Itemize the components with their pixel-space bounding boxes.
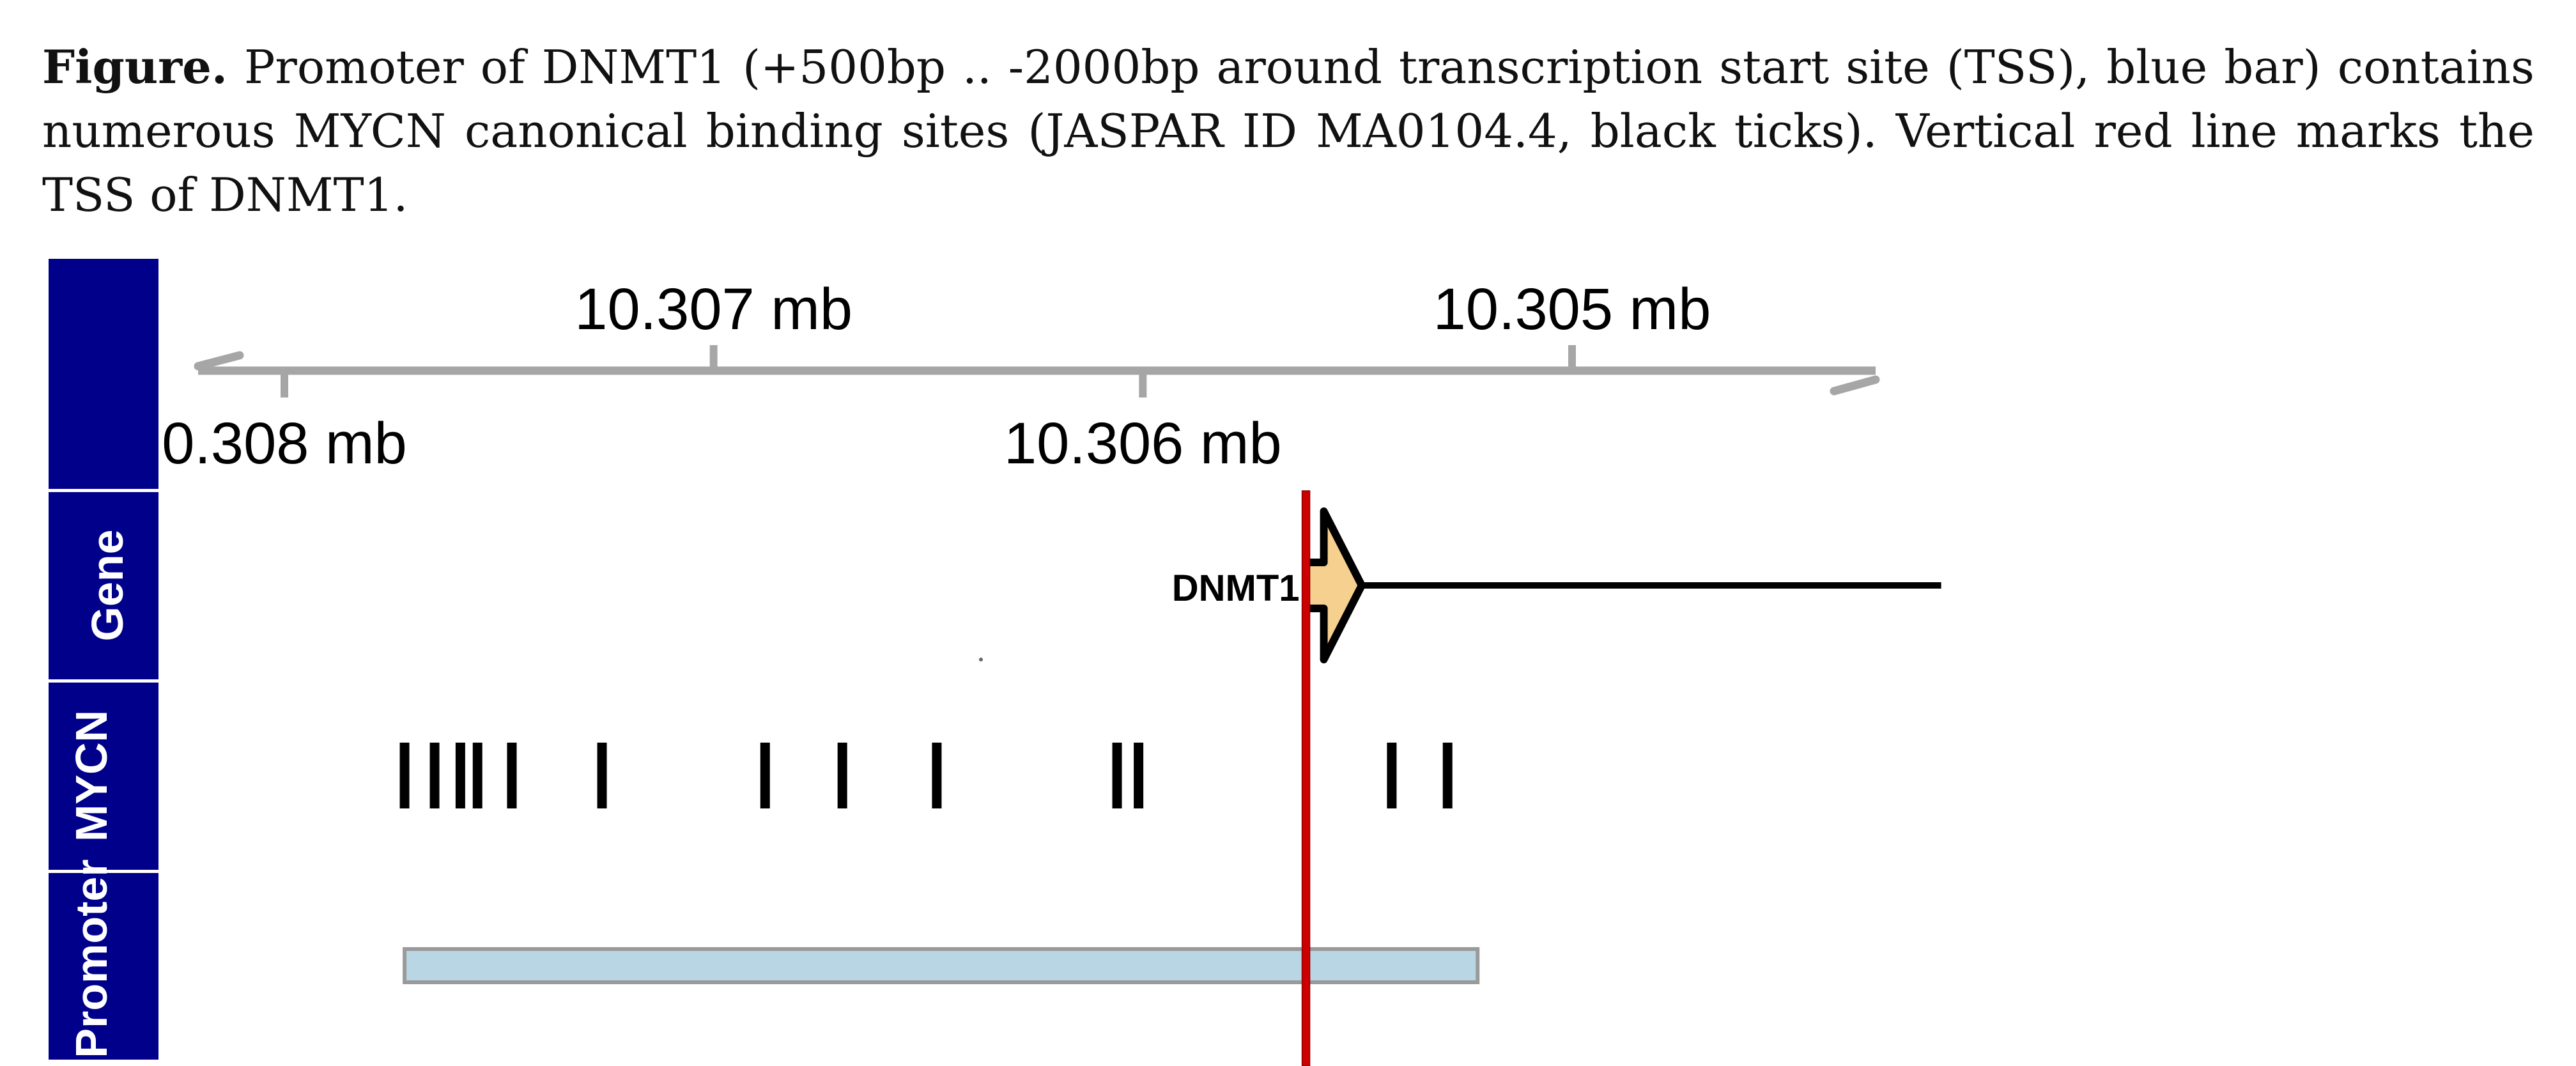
axis-left-arrowhead	[194, 351, 244, 371]
track-label-panel: Gene MYCN Promoter	[49, 259, 158, 1060]
axis-tick-label: 10.306 mb	[1004, 411, 1282, 476]
caption-label: Figure.	[42, 40, 228, 94]
axis-tick-label: 10.305 mb	[1433, 277, 1711, 342]
mycn-track	[399, 743, 1453, 808]
promoter-track	[403, 947, 1480, 984]
tss-marker	[1301, 490, 1311, 1066]
promoter-track-label-box	[49, 873, 158, 1060]
axis-tick-label: 10.307 mb	[575, 277, 852, 342]
axis-track-label-box	[49, 259, 158, 489]
promoter-bar	[403, 947, 1480, 984]
mycn-track-label-box	[49, 683, 158, 870]
gene-exon-arrow	[1302, 507, 1366, 663]
caption-text: Promoter of DNMT1 (+500bp .. -2000bp aro…	[42, 40, 2534, 222]
tss-line	[1301, 490, 1311, 1066]
figure-caption: Figure. Promoter of DNMT1 (+500bp .. -20…	[42, 35, 2534, 227]
gene-track-label: Gene	[82, 529, 132, 641]
genome-axis: 0.308 mb 10.307 mb 10.306 mb 10.305 mb	[162, 277, 1880, 476]
mycn-track-label: MYCN	[66, 710, 116, 842]
gene-track: DNMT1	[1172, 507, 1941, 663]
gene-name-label: DNMT1	[1172, 568, 1300, 609]
promoter-track-label: Promoter	[66, 859, 116, 1058]
axis-right-arrowhead	[1830, 375, 1880, 396]
stray-dot	[979, 658, 983, 661]
gene-track-label-box	[49, 492, 158, 679]
axis-tick-label: 0.308 mb	[162, 411, 407, 476]
